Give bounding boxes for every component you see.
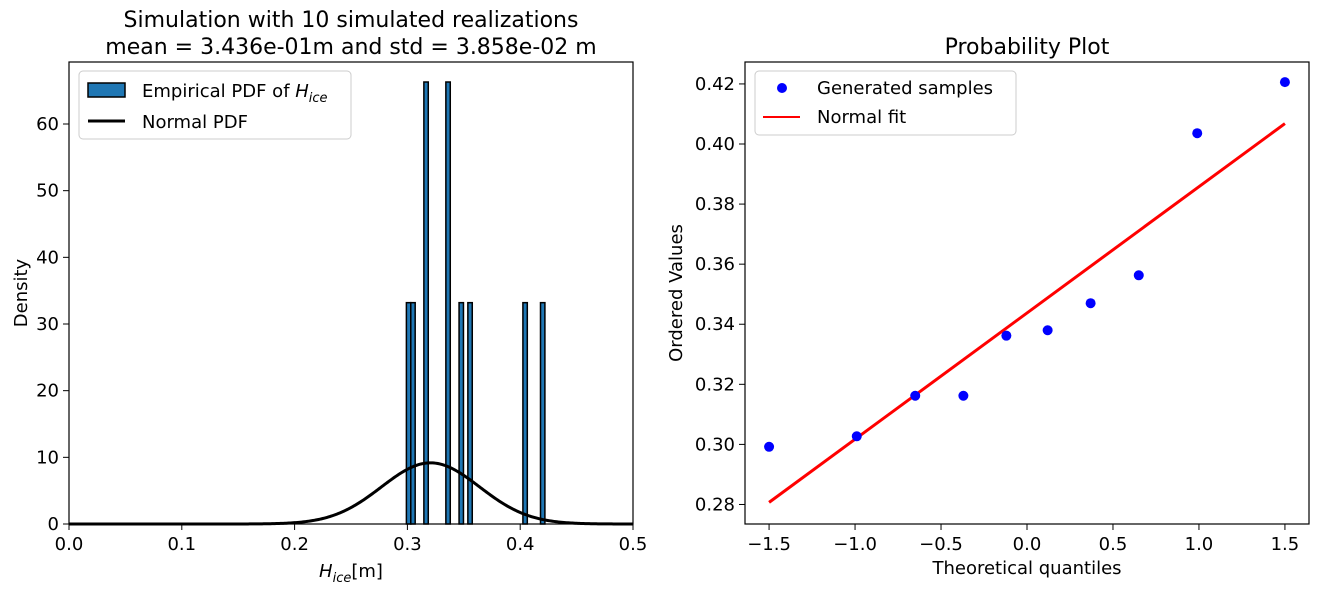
probplot-xtick-label: 0.0 <box>1013 534 1042 555</box>
histogram-title-line2: mean = 3.436e-01m and std = 3.858e-02 m <box>105 35 596 60</box>
probplot-ytick-label: 0.34 <box>695 314 735 335</box>
histogram-axes-frame <box>68 61 634 525</box>
histogram-ytick-label: 50 <box>36 181 59 202</box>
probplot-xtick-label: 1.0 <box>1185 534 1214 555</box>
probplot-ytick-label: 0.32 <box>695 374 735 395</box>
sample-point <box>1001 330 1012 341</box>
sample-point <box>1279 77 1290 88</box>
histogram-xlabel-symbol: H <box>319 561 333 582</box>
probplot-ylabel: Ordered Values <box>666 224 687 362</box>
histogram-bar <box>410 301 416 525</box>
histogram-ticks: 0.0 0.1 0.2 0.3 0.4 0.5 0 10 20 30 40 50 60 <box>36 114 647 555</box>
probplot-ytick-label: 0.42 <box>695 74 735 95</box>
histogram-bar <box>423 81 430 525</box>
sample-point <box>1085 298 1096 309</box>
sample-points <box>764 77 1290 452</box>
sample-point <box>1133 270 1144 281</box>
histogram-xtick-label: 0.5 <box>619 534 648 555</box>
histogram-legend-swatch <box>87 82 126 98</box>
histogram-ytick-label: 20 <box>36 381 59 402</box>
histogram-ytick-label: 0 <box>48 514 59 535</box>
probplot-ytick-label: 0.30 <box>695 434 735 455</box>
histogram-legend: Empirical PDF of Hice Normal PDF <box>78 70 352 140</box>
probability-plot-chart: Probability Plot −1.5 −1.0 −0.5 0.0 0.5 1.0 1.… <box>666 35 1310 579</box>
histogram-xlabel-subscript: ice <box>333 571 352 586</box>
histogram-xlabel: Hice[m] <box>319 561 383 586</box>
histogram-xtick-label: 0.4 <box>506 534 535 555</box>
histogram-ytick-label: 10 <box>36 447 59 468</box>
histogram-ytick-label: 40 <box>36 247 59 268</box>
probplot-ytick-label: 0.28 <box>695 494 735 515</box>
histogram-xlabel-unit: [m] <box>351 561 383 582</box>
probplot-legend-box <box>754 70 1017 136</box>
probplot-xtick-label: −1.0 <box>833 534 877 555</box>
histogram-legend-label-symbol: H <box>295 81 309 102</box>
probplot-xtick-label: −1.5 <box>747 534 791 555</box>
histogram-ytick-label: 30 <box>36 314 59 335</box>
sample-point <box>851 431 862 442</box>
probplot-xtick-label: 1.5 <box>1271 534 1300 555</box>
probplot-axes-frame <box>744 61 1310 525</box>
samples-legend-marker <box>777 83 787 93</box>
probplot-xtick-label: 0.5 <box>1099 534 1128 555</box>
histogram-xtick-label: 0.0 <box>55 534 84 555</box>
probplot-ytick-label: 0.38 <box>695 194 735 215</box>
probplot-title: Probability Plot <box>945 35 1110 60</box>
histogram-xtick-label: 0.2 <box>280 534 309 555</box>
histogram-legend-label-text: Empirical PDF of <box>142 81 295 102</box>
probplot-xtick-label: −0.5 <box>919 534 963 555</box>
probplot-ytick-label: 0.40 <box>695 134 735 155</box>
samples-legend-label: Generated samples <box>817 78 993 99</box>
histogram-title-line1: Simulation with 10 simulated realization… <box>124 8 579 33</box>
sample-point <box>958 390 969 401</box>
histogram-legend-label-subscript: ice <box>309 91 328 106</box>
probplot-legend: Generated samples Normal fit <box>754 70 1017 136</box>
probplot-xlabel: Theoretical quantiles <box>931 558 1121 579</box>
sample-point <box>1192 128 1203 139</box>
pdf-legend-label: Normal PDF <box>142 112 248 133</box>
histogram-legend-box <box>78 70 352 140</box>
fit-legend-label: Normal fit <box>817 107 906 128</box>
sample-point <box>1042 325 1053 336</box>
sample-point <box>764 441 775 452</box>
probplot-ticks: −1.5 −1.0 −0.5 0.0 0.5 1.0 1.5 0.28 0.30 0.32 0.34… <box>695 74 1299 555</box>
histogram-xtick-label: 0.1 <box>167 534 196 555</box>
histogram-bar <box>458 301 465 525</box>
histogram-legend-label: Empirical PDF of Hice <box>142 81 328 106</box>
histogram-xtick-label: 0.3 <box>393 534 422 555</box>
histogram-ytick-label: 60 <box>36 114 59 135</box>
histogram-ylabel: Density <box>11 258 32 327</box>
histogram-bar <box>522 301 529 525</box>
probplot-ytick-label: 0.36 <box>695 254 735 275</box>
sample-point <box>910 390 921 401</box>
histogram-bar <box>467 301 474 525</box>
histogram-bar <box>539 301 546 525</box>
histogram-chart: Simulation with 10 simulated realization… <box>11 8 647 586</box>
histogram-bar <box>445 81 452 525</box>
